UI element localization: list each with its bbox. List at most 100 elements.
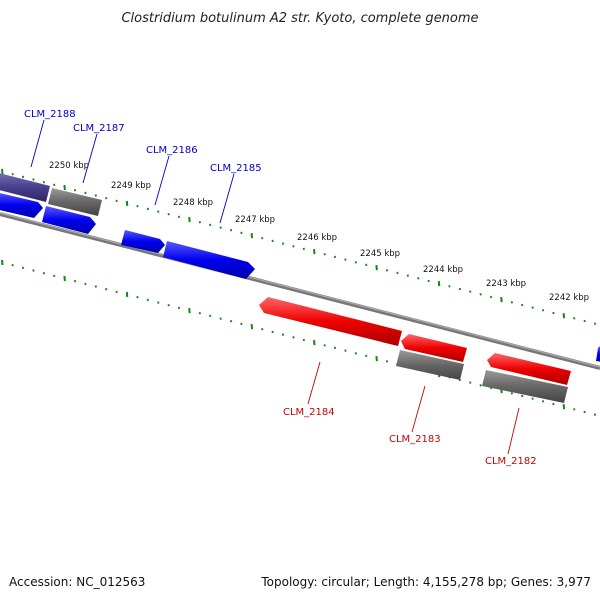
gene-feature-gray-2183[interactable] [396,350,464,380]
scale-tick [84,191,87,195]
scale-tick [105,287,108,291]
scale-tick [115,290,118,294]
map-title: Clostridium botulinum A2 str. Kyoto, com… [121,11,478,26]
scale-tick [63,184,66,191]
scale-tick [500,297,503,303]
scale-tick [188,308,191,314]
gene-feature-reverse-2183[interactable] [401,334,467,362]
scale-tick [32,178,35,181]
scale-tick [209,223,212,227]
scale-tick [21,175,25,179]
gene-label-clm-2187[interactable]: CLM_2187 [73,123,125,134]
scale-tick [73,279,77,283]
scale-tick [136,295,139,299]
gene-feature-pseudo[interactable] [0,172,50,202]
scale-tick [583,319,586,323]
scale-tick [11,263,14,267]
scale-tick [302,338,305,342]
scale-label-2248: 2248 kbp [173,198,213,208]
genome-summary-text: Topology: circular; Length: 4,155,278 bp… [260,575,591,589]
gene-labels: CLM_2188 CLM_2187 CLM_2186 CLM_2185 CLM_… [24,109,537,467]
scale-tick [21,266,25,270]
scale-tick [531,397,534,400]
scale-tick [469,290,472,293]
scale-tick [32,269,35,272]
scale-ticks-lower [1,259,597,416]
scale-tick [333,346,337,350]
gene-features [0,172,600,403]
scale-tick [479,384,482,387]
gene-feature-gray-2182[interactable] [482,370,568,403]
scale-tick [365,263,368,267]
scale-tick [157,301,160,304]
gene-feature-reverse-2182[interactable] [487,353,571,385]
scale-label-2244: 2244 kbp [423,265,463,275]
scale-tick [229,228,233,232]
accession-text: Accession: NC_012563 [9,575,145,589]
gene-label-clm-2182[interactable]: CLM_2182 [485,456,537,467]
scale-tick [229,319,233,323]
gene-feature-forward-2185[interactable] [163,241,255,279]
gene-label-clm-2184[interactable]: CLM_2184 [283,407,335,418]
scale-tick [385,269,389,272]
scale-tick [281,333,285,336]
scale-tick [354,352,357,355]
scale-tick [562,313,566,319]
scale-tick [489,295,493,299]
scale-label-2246: 2246 kbp [297,233,337,243]
scale-tick [552,402,555,406]
scale-tick [105,196,108,200]
scale-label-2250: 2250 kbp [49,161,89,171]
scale-label-2249: 2249 kbp [111,181,151,191]
scale-tick [84,282,87,286]
gene-feature-forward-2186[interactable] [121,230,165,253]
gene-feature-forward-edge[interactable] [596,346,600,362]
scale-tick [417,277,420,280]
scale-tick [292,336,295,339]
scale-tick [136,204,139,208]
gene-label-clm-2186[interactable]: CLM_2186 [146,145,198,156]
genome-backbone-highlight [0,212,600,368]
scale-tick [11,172,14,176]
scale-tick [73,188,77,192]
scale-tick [271,330,274,334]
scale-tick [427,279,430,283]
scale-tick [552,311,555,315]
scale-tick [53,274,56,278]
scale-tick [167,212,170,216]
scale-tick [396,271,399,275]
gene-feature-forward-a[interactable] [0,192,43,218]
gene-feature-gray-2187[interactable] [48,188,102,216]
gene-label-clm-2185[interactable]: CLM_2185 [210,163,262,174]
gene-feature-reverse-2184[interactable] [259,297,402,346]
scale-tick [125,200,129,207]
scale-tick [323,344,326,347]
scale-tick [198,311,201,315]
scale-tick [313,249,316,255]
scale-tick [354,261,357,264]
gene-label-clm-2183[interactable]: CLM_2183 [389,434,441,445]
scale-tick [146,207,149,211]
scale-tick [521,394,524,398]
gene-label-leaders [30,119,520,455]
scale-tick [437,281,441,287]
scale-tick [261,327,264,331]
scale-label-2243: 2243 kbp [486,279,526,289]
scale-labels: 2250 kbp 2249 kbp 2248 kbp 2247 kbp 2246… [49,161,589,303]
scale-tick [240,231,243,235]
scale-tick [42,180,45,184]
scale-tick [323,253,326,256]
scale-tick [219,317,222,320]
gene-feature-forward-b[interactable] [42,206,96,234]
scale-tick [53,183,56,187]
scale-tick [302,247,305,251]
scale-tick [271,239,274,243]
scale-tick [188,217,191,223]
scale-tick [177,306,181,310]
scale-tick [562,404,566,410]
gene-label-clm-2188[interactable]: CLM_2188 [24,109,76,120]
scale-tick [115,199,118,203]
scale-tick [42,271,45,275]
scale-tick [313,340,316,346]
scale-tick [1,168,4,175]
